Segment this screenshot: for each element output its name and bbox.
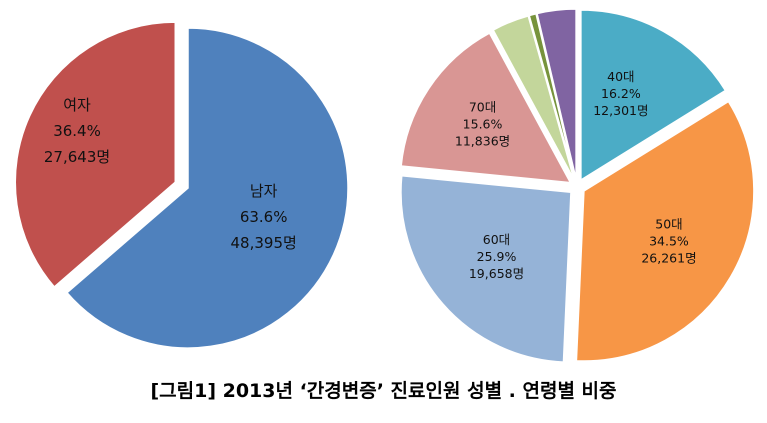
slice-count-남자: 48,395명 bbox=[231, 234, 297, 252]
pie-slice-여자 bbox=[14, 21, 177, 288]
slice-count-70대: 11,836명 bbox=[455, 134, 510, 149]
slice-percent-50대: 34.5% bbox=[649, 233, 689, 248]
slice-count-60대: 19,658명 bbox=[469, 266, 524, 281]
slice-count-여자: 27,643명 bbox=[44, 148, 110, 166]
slice-label-60대: 60대 bbox=[483, 232, 510, 247]
gender-pie-chart: 남자 63.6% 48,395명 여자 36.4% 27,643명 bbox=[14, 21, 349, 349]
slice-label-50대: 50대 bbox=[655, 216, 682, 231]
slice-label-여자: 여자 bbox=[63, 96, 91, 114]
pie-slice-4 bbox=[492, 14, 575, 180]
slice-count-50대: 26,261명 bbox=[641, 250, 696, 265]
pie-slice-60대 bbox=[400, 174, 572, 363]
slice-percent-남자: 63.6% bbox=[240, 208, 288, 226]
slice-percent-60대: 25.9% bbox=[477, 249, 517, 264]
slice-label-남자: 남자 bbox=[250, 182, 278, 200]
slice-label-40대: 40대 bbox=[607, 69, 634, 84]
slice-percent-40대: 16.2% bbox=[601, 86, 641, 101]
slice-count-40대: 12,301명 bbox=[593, 103, 648, 118]
figure-caption: [그림1] 2013년 ‘간경변증’ 진료인원 성별 . 연령별 비중 bbox=[150, 380, 617, 402]
pie-slice-6 bbox=[536, 8, 577, 180]
age-pie-chart: 40대 16.2% 12,301명 50대 34.5% 26,261명 60대 25.9% 19… bbox=[400, 8, 755, 363]
pie-slice-70대 bbox=[400, 32, 572, 184]
pie-slice-40대 bbox=[580, 9, 727, 182]
pie-slice-5 bbox=[528, 12, 576, 180]
slice-percent-여자: 36.4% bbox=[53, 122, 101, 140]
slice-percent-70대: 15.6% bbox=[463, 117, 503, 132]
pie-slice-남자 bbox=[65, 27, 349, 349]
pie-slice-50대 bbox=[575, 100, 755, 362]
slice-label-70대: 70대 bbox=[469, 100, 496, 115]
